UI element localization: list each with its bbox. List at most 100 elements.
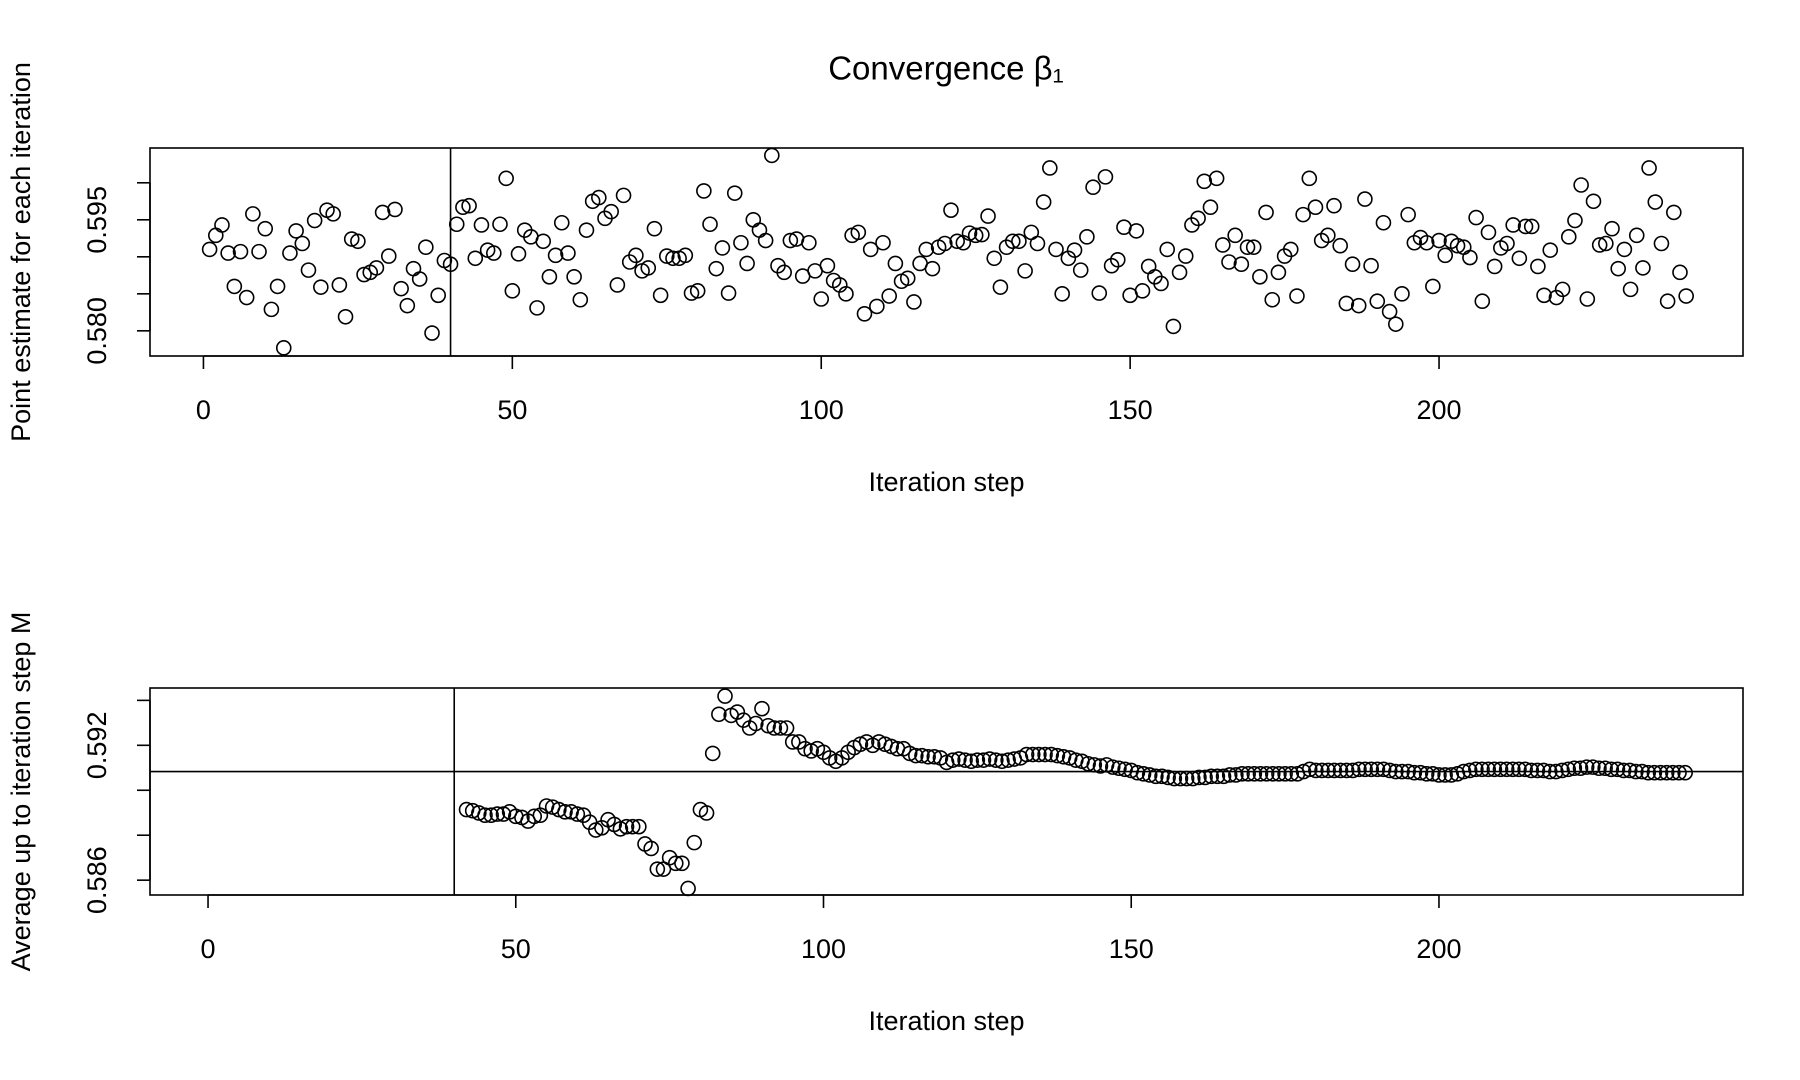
point — [1004, 233, 1021, 250]
point — [1474, 293, 1491, 310]
point — [850, 224, 867, 241]
point — [1517, 218, 1534, 235]
point — [1468, 209, 1484, 226]
point — [920, 748, 936, 765]
point — [1344, 762, 1361, 779]
point — [951, 751, 967, 767]
point — [1171, 264, 1188, 281]
point — [1560, 761, 1577, 778]
point — [1159, 241, 1176, 258]
point — [477, 807, 493, 824]
point — [1177, 248, 1194, 264]
point — [393, 280, 409, 297]
point — [764, 147, 780, 164]
point — [1307, 199, 1324, 216]
point — [906, 294, 922, 310]
point — [207, 227, 224, 244]
point — [448, 216, 465, 233]
point — [1043, 746, 1060, 763]
point — [1258, 766, 1275, 782]
point — [862, 241, 879, 258]
point — [1609, 761, 1626, 778]
point — [1148, 768, 1164, 785]
point — [1264, 291, 1281, 308]
point — [819, 257, 836, 274]
point — [643, 840, 659, 857]
point — [1338, 762, 1355, 779]
point — [813, 291, 830, 307]
point — [696, 183, 712, 199]
point — [1394, 763, 1410, 780]
point — [1621, 762, 1638, 779]
point — [961, 225, 978, 241]
point — [739, 255, 755, 272]
point — [1011, 233, 1027, 250]
plot-frame — [149, 687, 1744, 896]
point — [418, 239, 434, 255]
point — [1369, 761, 1386, 778]
point — [720, 285, 737, 301]
point — [618, 818, 635, 835]
point — [1671, 764, 1687, 781]
point — [908, 747, 924, 764]
point — [1387, 316, 1404, 332]
point — [350, 233, 366, 250]
point — [609, 277, 626, 293]
point — [1603, 761, 1620, 778]
point — [1400, 763, 1416, 780]
point — [918, 241, 935, 258]
point — [1184, 770, 1201, 787]
point — [1190, 210, 1206, 227]
point — [652, 287, 669, 304]
point — [1672, 264, 1688, 281]
point — [1498, 761, 1515, 778]
point — [708, 260, 725, 277]
point — [1037, 746, 1053, 763]
point — [1653, 235, 1670, 252]
point — [1234, 766, 1250, 782]
point — [1252, 268, 1268, 285]
point — [245, 206, 261, 222]
point — [1418, 766, 1435, 782]
point — [994, 753, 1010, 770]
point — [1246, 766, 1263, 782]
point — [1585, 193, 1602, 210]
point — [526, 808, 543, 825]
point — [1134, 283, 1151, 299]
point — [1357, 191, 1373, 207]
point — [387, 201, 403, 218]
y-axis-title: Point estimate for each iteration — [6, 62, 36, 442]
point — [1455, 763, 1472, 780]
point — [1449, 237, 1466, 254]
y-tick-label: 0.592 — [82, 712, 112, 780]
point — [251, 243, 267, 260]
point — [504, 283, 521, 299]
point — [1400, 206, 1416, 223]
point — [1239, 239, 1256, 255]
point — [483, 807, 499, 824]
x-tick-label: 100 — [799, 395, 844, 425]
point — [1678, 288, 1694, 304]
x-tick-label: 100 — [801, 934, 846, 964]
point — [1111, 760, 1127, 777]
y-tick-label: 0.595 — [82, 186, 112, 254]
point — [776, 264, 792, 281]
point — [757, 232, 774, 249]
point — [566, 268, 582, 285]
point — [1665, 764, 1681, 781]
point — [356, 266, 372, 283]
point — [1350, 297, 1367, 314]
point — [1308, 762, 1324, 779]
point — [1554, 281, 1571, 298]
point — [1659, 293, 1676, 310]
point — [492, 216, 508, 233]
point — [535, 233, 552, 250]
plot-frame — [149, 147, 1744, 357]
point — [969, 752, 986, 768]
point — [986, 250, 1003, 267]
point — [1086, 757, 1103, 773]
point — [1388, 763, 1404, 780]
point — [1227, 227, 1243, 244]
point — [869, 298, 885, 315]
point — [232, 243, 249, 260]
